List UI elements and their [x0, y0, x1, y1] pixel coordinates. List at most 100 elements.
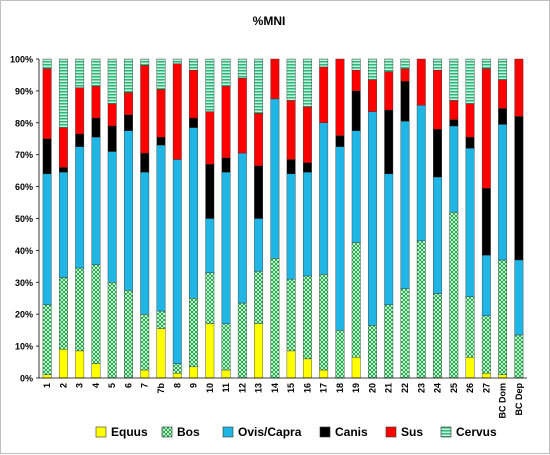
bar-segment — [368, 79, 377, 112]
bar-segment — [75, 58, 85, 88]
x-tick-label: 23 — [416, 383, 426, 393]
legend-label: Cervus — [456, 425, 497, 439]
bar-segment — [319, 122, 329, 275]
bars — [42, 58, 524, 379]
bar-segment — [91, 363, 101, 379]
bar-segment — [351, 69, 361, 92]
bar-segment — [237, 77, 247, 154]
bar-segment — [254, 270, 264, 324]
bar-segment — [400, 68, 410, 82]
bar-segment — [498, 124, 508, 261]
x-tick-label: 19 — [351, 383, 361, 393]
bar-segment — [156, 328, 166, 379]
bar-segment — [42, 68, 52, 139]
bar-segment — [449, 211, 459, 379]
legend-swatch — [222, 426, 234, 438]
bar-segment — [319, 369, 329, 379]
x-tick-label: BC Dep — [514, 383, 524, 416]
x-tick-label: 15 — [286, 383, 296, 393]
legend-swatch — [161, 426, 173, 438]
x-tick-label: 11 — [221, 383, 231, 393]
bar-segment — [270, 258, 280, 379]
bar-segment — [351, 357, 361, 379]
bar-segment — [124, 290, 133, 379]
bar-segment — [302, 162, 312, 173]
bar-segment — [156, 89, 166, 138]
bar-segment — [172, 63, 182, 160]
bar-segment — [449, 100, 459, 120]
bar-segment — [449, 58, 459, 101]
bar-segment — [384, 173, 394, 305]
bar-segment — [107, 151, 117, 283]
bar-segment — [351, 90, 361, 131]
x-tick-label: 7b — [156, 383, 166, 394]
bar-segment — [433, 69, 442, 130]
bar-segment — [75, 350, 85, 379]
bar-segment — [189, 127, 198, 299]
x-tick-label: 1 — [42, 383, 52, 388]
bar-segment — [465, 58, 475, 104]
bar-segment — [156, 58, 166, 90]
y-tick-label: 20% — [15, 310, 33, 320]
bar-segment — [58, 58, 68, 128]
bar-segment — [416, 58, 426, 106]
x-tick-label: 20 — [367, 383, 377, 393]
bar-segment — [107, 103, 117, 127]
y-tick-label: 90% — [15, 86, 33, 96]
bar-segment — [465, 103, 475, 138]
x-tick-label: 9 — [189, 383, 199, 388]
bar-segment — [237, 58, 247, 79]
bar-segment — [302, 172, 312, 277]
bar-segment — [42, 173, 52, 305]
legend-swatch — [95, 426, 107, 438]
bar-segment — [140, 152, 150, 173]
bar-segment — [351, 130, 361, 243]
legend-label: Canis — [335, 425, 368, 439]
legend-swatch — [440, 426, 452, 438]
x-tick-label: 27 — [481, 383, 491, 393]
bar-segment — [221, 85, 231, 159]
x-tick-label: BC Dom — [498, 383, 508, 419]
x-tick-label: 10 — [205, 383, 215, 393]
bar-segment — [384, 71, 394, 111]
bar-segment — [449, 125, 459, 213]
bar-segment — [221, 157, 231, 173]
bar-segment — [400, 58, 410, 69]
bar-segment — [140, 172, 150, 315]
bar-segment — [172, 159, 182, 364]
bar-segment — [286, 159, 296, 175]
x-tick-label: 21 — [384, 383, 394, 393]
bar-segment — [286, 278, 296, 352]
x-tick-label: 4 — [91, 383, 101, 388]
bar-segment — [42, 58, 52, 69]
bar-segment — [156, 136, 166, 146]
bar-segment — [189, 298, 198, 368]
bar-segment — [205, 111, 215, 165]
bar-segment — [368, 325, 377, 379]
bar-segment — [205, 272, 215, 324]
bar-segment — [481, 254, 491, 316]
bar-segment — [237, 152, 247, 304]
bar-segment — [91, 117, 101, 138]
bar-segment — [221, 369, 231, 379]
bar-segment — [286, 350, 296, 379]
bar-segment — [514, 58, 524, 117]
bar-segment — [58, 167, 68, 173]
bar-segment — [237, 302, 247, 379]
bar-segment — [319, 66, 329, 123]
x-tick-label: 24 — [433, 383, 443, 393]
bar-segment — [140, 65, 150, 154]
bar-segment — [433, 176, 442, 294]
bar-segment — [172, 373, 182, 379]
bar-segment — [75, 267, 85, 352]
bar-segment — [91, 85, 101, 119]
bar-segment — [205, 58, 215, 112]
legend-label: Bos — [177, 425, 200, 439]
bar-segment — [91, 58, 101, 87]
bar-segment — [254, 58, 264, 114]
x-tick-label: 16 — [302, 383, 312, 393]
y-tick-label: 40% — [15, 246, 33, 256]
bar-segment — [254, 165, 264, 219]
legend-swatch — [385, 426, 397, 438]
